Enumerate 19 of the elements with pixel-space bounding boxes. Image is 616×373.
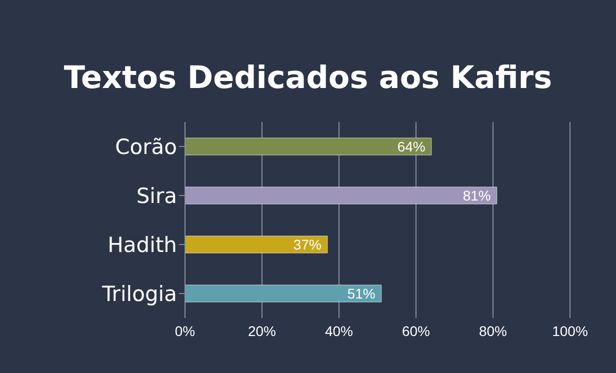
x-tick-label: 80% [478,322,508,339]
x-tick-label: 0% [174,322,196,339]
bar [185,236,328,254]
x-tick-label: 60% [402,322,430,339]
bar [185,138,432,156]
bar [185,186,498,204]
x-tick-label: 20% [248,322,276,339]
chart-title: Textos Dedicados aos Kafirs [62,60,554,96]
y-tick-label: Sira [136,184,177,208]
x-tick-label: 40% [324,322,354,339]
x-tick-label: 100% [552,322,588,339]
data-label: 64% [397,138,426,154]
bar [185,284,382,302]
y-tick-label: Hadith [108,232,177,257]
data-label: 51% [347,286,376,302]
data-label: 37% [293,236,322,252]
y-tick-label: Corão [115,134,177,159]
data-label: 81% [462,188,491,204]
y-tick-label: Trilogia [101,282,177,306]
